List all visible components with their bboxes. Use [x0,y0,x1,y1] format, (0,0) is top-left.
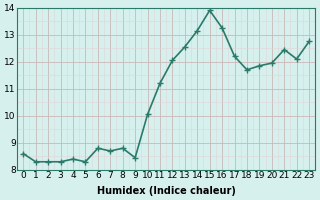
X-axis label: Humidex (Indice chaleur): Humidex (Indice chaleur) [97,186,236,196]
